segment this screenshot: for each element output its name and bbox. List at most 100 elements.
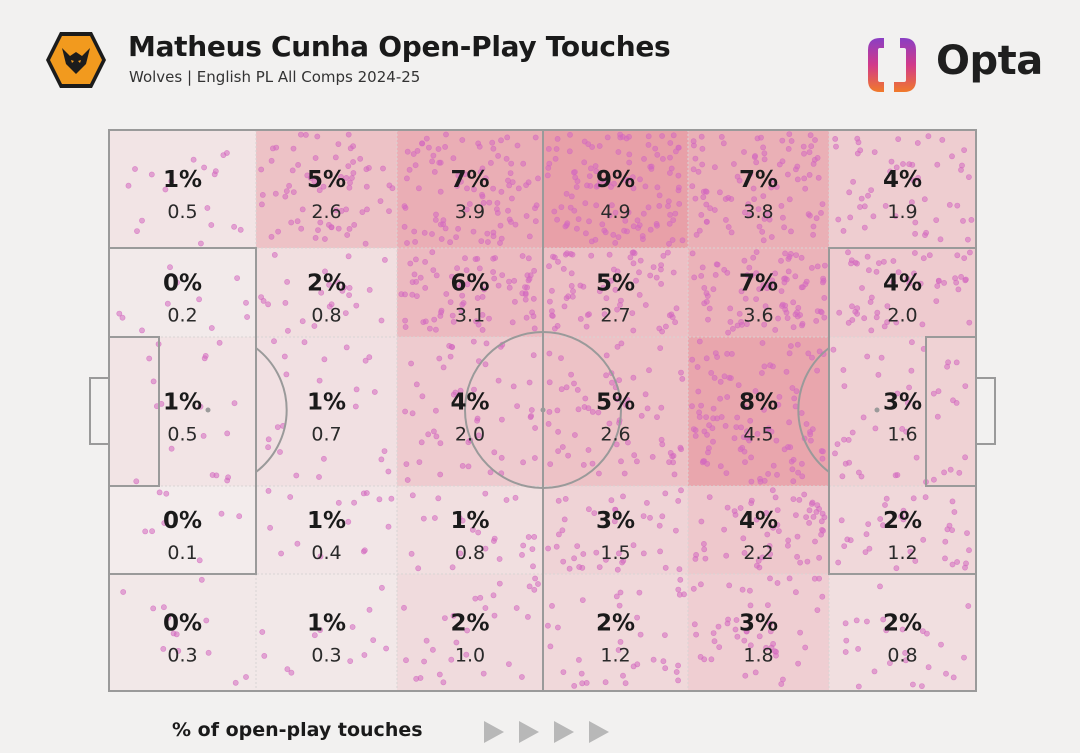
touch-dot bbox=[558, 355, 564, 361]
touch-dot bbox=[665, 198, 672, 205]
touch-dot bbox=[721, 526, 727, 533]
touch-dot bbox=[949, 561, 956, 568]
touch-dot bbox=[806, 149, 813, 156]
touch-dot bbox=[385, 523, 392, 530]
touch-dot bbox=[479, 326, 486, 333]
touch-dot bbox=[861, 203, 868, 210]
touch-dot bbox=[692, 432, 699, 439]
touch-dot bbox=[944, 526, 951, 533]
touch-dot bbox=[876, 260, 882, 266]
touch-dot bbox=[553, 543, 560, 550]
touch-dot bbox=[413, 381, 420, 388]
heat-cell bbox=[829, 130, 976, 248]
touch-dot bbox=[564, 220, 571, 227]
heat-cell bbox=[256, 574, 397, 691]
touch-dot bbox=[748, 478, 755, 485]
touch-dot bbox=[164, 300, 171, 307]
touch-dot bbox=[783, 276, 790, 283]
touch-dot bbox=[532, 455, 538, 461]
touch-dot bbox=[363, 166, 370, 173]
touch-dot bbox=[487, 159, 494, 166]
touch-dot bbox=[317, 219, 324, 226]
touch-dot bbox=[335, 499, 342, 506]
touch-dot bbox=[491, 612, 498, 619]
touch-dot bbox=[939, 136, 946, 143]
touch-dot bbox=[666, 220, 673, 227]
touch-dot bbox=[724, 504, 731, 511]
touch-dot bbox=[584, 312, 591, 318]
touch-dot bbox=[884, 319, 890, 325]
touch-dot bbox=[770, 462, 777, 469]
touch-dot bbox=[794, 553, 800, 560]
touch-dot bbox=[361, 652, 368, 658]
cell-percentage-label: 0% bbox=[163, 611, 202, 637]
touch-dot bbox=[471, 386, 477, 393]
heat-cell bbox=[256, 248, 397, 337]
touch-dot bbox=[298, 225, 305, 232]
touch-dot bbox=[350, 170, 357, 176]
touch-dot bbox=[450, 612, 457, 619]
touch-dot bbox=[731, 508, 738, 514]
touch-dot bbox=[766, 216, 773, 223]
touch-dot bbox=[877, 516, 884, 522]
touch-dot bbox=[756, 223, 763, 230]
touch-dot bbox=[588, 252, 595, 259]
touch-dot bbox=[450, 155, 457, 162]
touch-dot bbox=[558, 386, 565, 393]
touch-dot bbox=[265, 444, 271, 451]
touch-dot bbox=[753, 296, 759, 302]
touch-dot bbox=[432, 216, 439, 223]
touch-dot bbox=[438, 307, 445, 314]
touch-dot bbox=[838, 517, 845, 524]
touch-dot bbox=[662, 490, 669, 497]
touch-dot bbox=[596, 143, 603, 149]
touch-dot bbox=[304, 172, 311, 179]
touch-dot bbox=[723, 216, 729, 223]
touch-dot bbox=[951, 509, 958, 515]
touch-dot bbox=[409, 410, 416, 417]
touch-dot bbox=[802, 644, 809, 651]
touch-dot bbox=[568, 270, 575, 277]
touch-dot bbox=[496, 580, 503, 587]
cell-percentage-label: 2% bbox=[596, 611, 635, 637]
touch-dot bbox=[765, 470, 771, 477]
touch-dot bbox=[203, 617, 210, 624]
touch-dot bbox=[554, 216, 560, 223]
touch-dot bbox=[484, 230, 491, 237]
touch-dot bbox=[815, 174, 822, 181]
touch-dot bbox=[402, 291, 408, 298]
heat-cell bbox=[543, 337, 688, 486]
touch-dot bbox=[966, 547, 972, 554]
touch-dot bbox=[654, 184, 661, 191]
touch-dot bbox=[905, 400, 911, 406]
touch-dot bbox=[531, 534, 538, 540]
touch-dot bbox=[616, 377, 622, 383]
touch-dot bbox=[491, 275, 498, 282]
touch-dot bbox=[774, 507, 781, 513]
touch-dot bbox=[402, 317, 408, 324]
touch-dot bbox=[919, 683, 925, 689]
touch-dot bbox=[420, 515, 427, 522]
touch-dot bbox=[265, 301, 271, 308]
touch-dot bbox=[476, 143, 483, 150]
touch-dot bbox=[561, 303, 568, 310]
touch-dot bbox=[747, 642, 754, 649]
touch-dot bbox=[862, 549, 869, 555]
touch-dot bbox=[801, 175, 808, 182]
touch-dot bbox=[725, 329, 731, 336]
touch-dot bbox=[667, 211, 673, 218]
touch-dot bbox=[943, 670, 949, 677]
touch-dot bbox=[750, 185, 757, 192]
touch-dot bbox=[736, 177, 743, 184]
touch-dot bbox=[163, 490, 170, 497]
touch-dot bbox=[575, 216, 582, 222]
touch-dot bbox=[431, 168, 438, 175]
touch-dot bbox=[615, 234, 622, 240]
touch-dot bbox=[525, 255, 532, 262]
cell-percentage-label: 5% bbox=[307, 167, 346, 193]
touch-dot bbox=[743, 628, 750, 635]
touch-dot bbox=[758, 134, 764, 141]
touch-dot bbox=[408, 550, 415, 557]
touch-dot bbox=[353, 386, 360, 393]
cell-percentage-label: 9% bbox=[596, 167, 635, 193]
